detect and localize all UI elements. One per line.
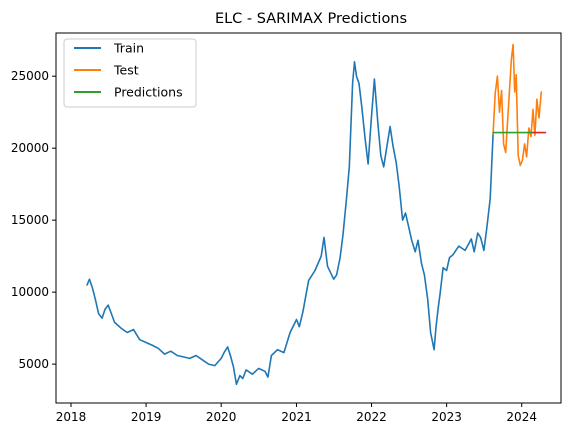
legend-label: Train [113,41,144,56]
legend-label: Predictions [114,85,183,100]
x-tick-label: 2021 [281,410,312,424]
x-axis: 2018 2019 2020 2021 2022 2023 2024 [56,403,537,424]
legend: Train Test Predictions [63,38,197,108]
y-tick-label: 20000 [11,141,49,155]
y-axis: 5000 10000 15000 20000 25000 [11,69,56,371]
x-tick-label: 2019 [131,410,162,424]
legend-box [63,38,197,108]
y-tick-label: 10000 [11,285,49,299]
x-tick-label: 2018 [56,410,87,424]
x-tick-label: 2022 [356,410,387,424]
series-line-test [492,43,543,167]
x-tick-label: 2020 [206,410,237,424]
y-tick-label: 15000 [11,213,49,227]
chart-title: ELC - SARIMAX Predictions [215,11,407,27]
x-tick-label: 2024 [506,410,537,424]
series-layer [86,43,547,386]
y-tick-label: 5000 [18,357,49,371]
plot-frame [55,32,562,404]
y-tick-label: 25000 [11,69,49,83]
x-tick-label: 2023 [431,410,462,424]
series-line-train [86,60,494,386]
legend-label: Test [113,63,139,78]
